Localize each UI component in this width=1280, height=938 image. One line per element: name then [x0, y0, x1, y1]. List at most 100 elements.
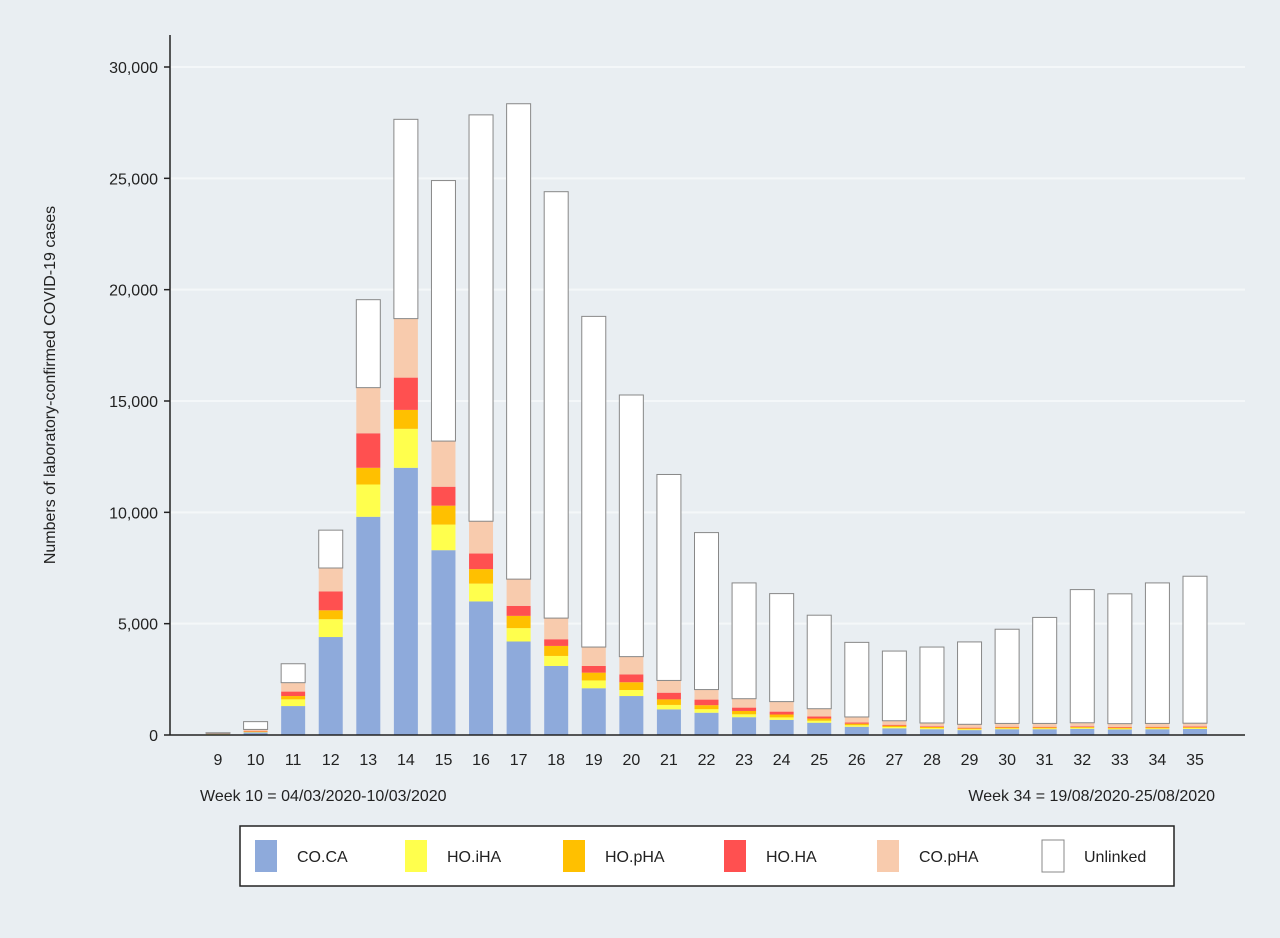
bar-segment [619, 682, 643, 690]
y-tick-label: 5,000 [118, 617, 158, 634]
bar-segment [995, 727, 1019, 728]
bar-segment [1108, 729, 1132, 735]
bar-segment [281, 699, 305, 706]
y-tick-label: 25,000 [109, 171, 158, 188]
bar-segment [356, 433, 380, 468]
bar-segment [1033, 729, 1057, 735]
bar-segment [807, 709, 831, 717]
bar-segment [356, 485, 380, 517]
bar-segment [469, 601, 493, 735]
bar-segment [1183, 723, 1207, 726]
bar-segment [845, 717, 869, 723]
bar-segment [1070, 726, 1094, 727]
bar-segment [544, 192, 568, 618]
x-tick-label: 26 [848, 752, 866, 769]
legend-label: HO.HA [766, 849, 817, 866]
x-tick-label: 20 [622, 752, 640, 769]
bar-segment [657, 699, 681, 705]
bar-segment [244, 731, 268, 732]
bar-segment [1033, 727, 1057, 728]
bar-segment [469, 521, 493, 553]
bar-segment [958, 724, 982, 727]
bar-segment [356, 468, 380, 485]
bar-segment [469, 554, 493, 570]
bar-segment [244, 722, 268, 730]
x-tick-label: 15 [435, 752, 453, 769]
bar-segment [920, 729, 944, 735]
legend-swatch [724, 840, 746, 872]
bar-segment [695, 690, 719, 700]
bar-segment [319, 591, 343, 610]
bar-segment [807, 721, 831, 723]
bar-segment [1145, 723, 1169, 726]
bar-segment [995, 729, 1019, 735]
bar-segment [770, 712, 794, 715]
bar-segment [1033, 723, 1057, 726]
bar-segment [1108, 724, 1132, 727]
bar-segment [882, 725, 906, 726]
annotation-week-34: Week 34 = 19/08/2020-25/08/2020 [968, 788, 1215, 805]
bar-segment [544, 656, 568, 666]
legend-label: CO.CA [297, 849, 348, 866]
bar-segment [732, 708, 756, 711]
bar-segment [1145, 727, 1169, 728]
x-tick-label: 16 [472, 752, 490, 769]
x-tick-label: 14 [397, 752, 415, 769]
bar-segment [281, 692, 305, 696]
bar-segment [770, 594, 794, 702]
bar-segment [544, 639, 568, 646]
bar-segment [469, 569, 493, 583]
bar-segment [281, 696, 305, 699]
bar-segment [695, 700, 719, 706]
bar-segment [619, 690, 643, 696]
bar-segment [356, 517, 380, 735]
bar-segment [394, 319, 418, 378]
y-tick-label: 30,000 [109, 60, 158, 77]
bar-segment [995, 629, 1019, 723]
x-tick-label: 32 [1073, 752, 1091, 769]
y-axis-label: Numbers of laboratory-confirmed COVID-19… [42, 206, 59, 564]
annotation-week-10: Week 10 = 04/03/2020-10/03/2020 [200, 788, 447, 805]
bar-segment [995, 723, 1019, 726]
bar-segment [920, 726, 944, 727]
bar-segment [1108, 727, 1132, 728]
legend-label: CO.pHA [919, 849, 979, 866]
bar-segment [807, 717, 831, 719]
bar-segment [770, 702, 794, 712]
bar-segment [1183, 729, 1207, 735]
bar-segment [920, 723, 944, 726]
bar-segment [695, 713, 719, 735]
bar-segment [394, 119, 418, 318]
bar-segment [1145, 728, 1169, 729]
x-tick-label: 25 [810, 752, 828, 769]
bar-segment [619, 696, 643, 735]
bar-segment [882, 727, 906, 728]
bar-segment [657, 474, 681, 680]
bar-segment [1145, 583, 1169, 724]
x-tick-label: 18 [547, 752, 565, 769]
bar-segment [582, 647, 606, 666]
bar-segment [469, 115, 493, 521]
bar-segment [394, 468, 418, 735]
bar-segment [657, 705, 681, 709]
y-tick-label: 15,000 [109, 394, 158, 411]
x-tick-label: 23 [735, 752, 753, 769]
bar-segment [1108, 594, 1132, 724]
bar-segment [1183, 728, 1207, 729]
bar-segment [882, 721, 906, 725]
bar-segment [657, 693, 681, 700]
bar-segment [732, 714, 756, 717]
bar-segment [1183, 576, 1207, 723]
bar-segment [958, 728, 982, 729]
bar-segment [807, 615, 831, 709]
bar-segment [995, 728, 1019, 729]
bar-segment [920, 727, 944, 728]
bar-segment [695, 705, 719, 709]
bar-segment [958, 729, 982, 730]
bar-segment [394, 378, 418, 410]
bar-segment [356, 388, 380, 434]
bar-segment [845, 724, 869, 726]
bar-segment [920, 728, 944, 729]
